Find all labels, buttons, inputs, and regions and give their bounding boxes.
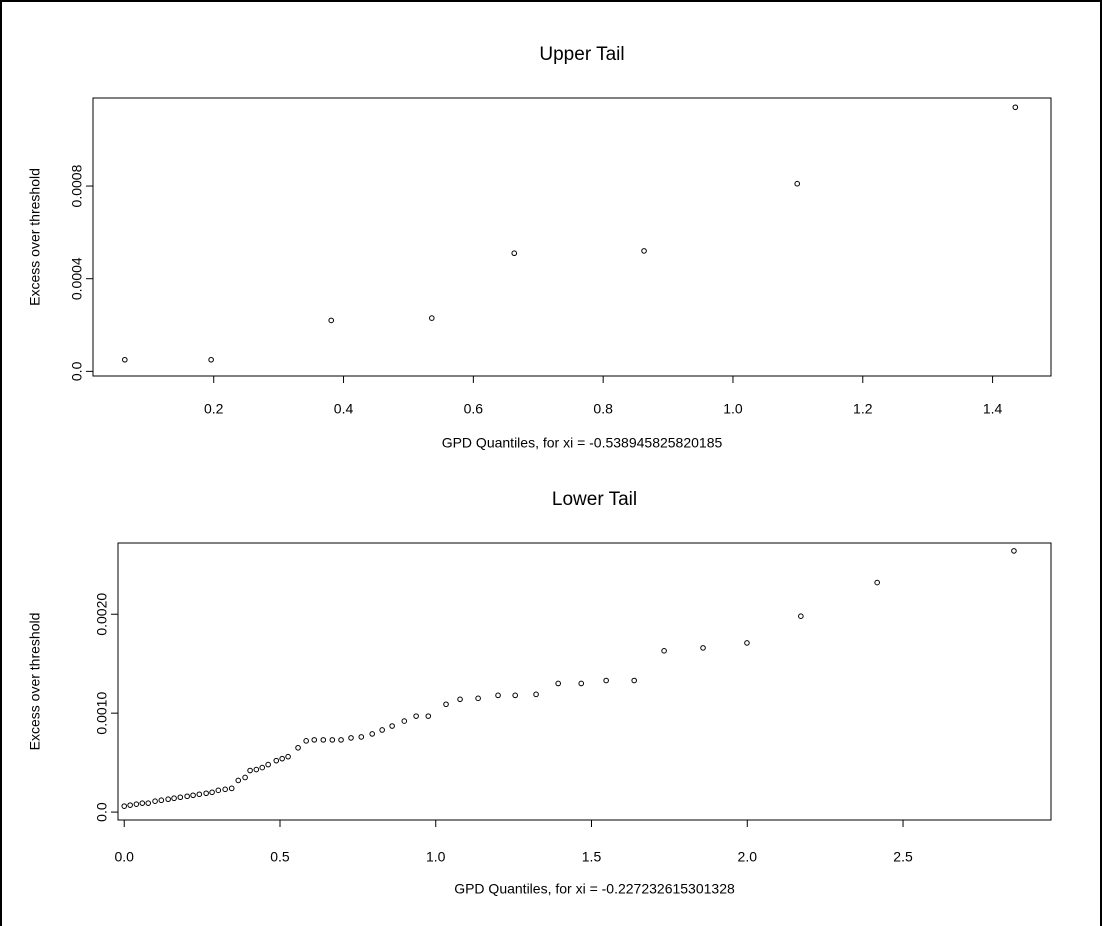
x-tick-label: 2.0 xyxy=(738,849,758,865)
point xyxy=(303,738,309,744)
point xyxy=(311,737,318,743)
point xyxy=(389,723,395,729)
y-tick-label: 0.0 xyxy=(94,802,110,822)
point xyxy=(273,757,280,764)
plot-box xyxy=(117,542,1052,821)
y-tick-label: 0.0008 xyxy=(69,164,85,207)
point xyxy=(139,800,146,806)
point xyxy=(122,356,128,363)
x-tick-label: 1.5 xyxy=(582,849,602,865)
point xyxy=(425,713,432,719)
point xyxy=(443,701,449,708)
point xyxy=(259,764,266,771)
y-axis-label: Excess over threshold xyxy=(27,168,43,306)
point xyxy=(158,797,165,804)
x-tick-label: 1.2 xyxy=(853,401,873,417)
point xyxy=(379,727,385,733)
x-tick-label: 0.2 xyxy=(204,401,224,417)
point xyxy=(369,731,375,737)
point xyxy=(177,794,184,801)
point xyxy=(171,795,177,802)
point xyxy=(208,356,214,363)
chart-title: Upper Tail xyxy=(539,44,624,65)
x-tick-label: 0.6 xyxy=(464,401,484,417)
point xyxy=(744,640,750,646)
x-tick-label: 0.8 xyxy=(593,401,613,417)
point xyxy=(196,791,203,798)
point xyxy=(145,800,152,806)
point xyxy=(794,180,801,187)
x-tick-label: 2.5 xyxy=(893,849,913,865)
point xyxy=(165,796,171,803)
x-tick-label: 0.4 xyxy=(334,401,354,417)
point xyxy=(641,248,647,254)
x-tick-label: 0.0 xyxy=(114,849,134,865)
x-tick-label: 1.0 xyxy=(426,849,446,865)
point xyxy=(235,777,242,784)
point xyxy=(152,798,158,805)
point xyxy=(242,774,248,781)
point xyxy=(320,737,327,743)
x-tick-label: 0.5 xyxy=(270,849,290,865)
point xyxy=(222,786,228,793)
point xyxy=(475,695,481,702)
y-axis-label: Excess over threshold xyxy=(27,613,43,751)
point xyxy=(265,761,271,768)
x-tick-label: 1.4 xyxy=(983,401,1003,417)
point xyxy=(429,315,435,321)
point xyxy=(285,753,291,760)
point xyxy=(203,790,209,797)
point xyxy=(127,802,133,808)
point xyxy=(555,680,561,687)
plot-box xyxy=(92,97,1052,377)
point xyxy=(329,737,336,743)
y-tick-label: 0.0020 xyxy=(94,593,110,636)
point xyxy=(184,793,190,800)
point xyxy=(533,691,539,698)
point xyxy=(511,250,518,257)
point xyxy=(247,767,253,774)
chart-title: Lower Tail xyxy=(552,489,637,510)
point xyxy=(121,803,128,809)
point xyxy=(190,792,196,799)
point xyxy=(253,766,260,773)
point xyxy=(401,718,408,724)
x-tick-label: 1.0 xyxy=(723,401,743,417)
point xyxy=(457,696,463,703)
point xyxy=(874,579,880,586)
point xyxy=(661,648,667,654)
point xyxy=(603,677,609,684)
point xyxy=(228,785,235,792)
point xyxy=(279,755,285,762)
point xyxy=(700,645,706,651)
point xyxy=(413,713,419,719)
y-tick-label: 0.0 xyxy=(69,361,85,381)
point xyxy=(209,789,215,796)
point xyxy=(578,680,585,687)
y-tick-label: 0.0010 xyxy=(94,692,110,735)
point xyxy=(358,734,365,740)
point xyxy=(295,744,301,751)
y-tick-label: 0.0004 xyxy=(69,257,85,300)
x-axis-label: GPD Quantiles, for xi = -0.5389458258201… xyxy=(442,435,723,451)
point xyxy=(1011,548,1017,554)
point xyxy=(348,735,354,741)
point xyxy=(631,677,637,684)
point xyxy=(328,317,335,324)
point xyxy=(512,692,518,699)
point xyxy=(798,613,804,620)
x-axis-label: GPD Quantiles, for xi = -0.2272326153013… xyxy=(454,881,735,897)
point xyxy=(338,737,344,743)
point xyxy=(133,801,140,807)
point xyxy=(215,787,222,794)
point xyxy=(495,692,501,699)
point xyxy=(1012,104,1019,111)
